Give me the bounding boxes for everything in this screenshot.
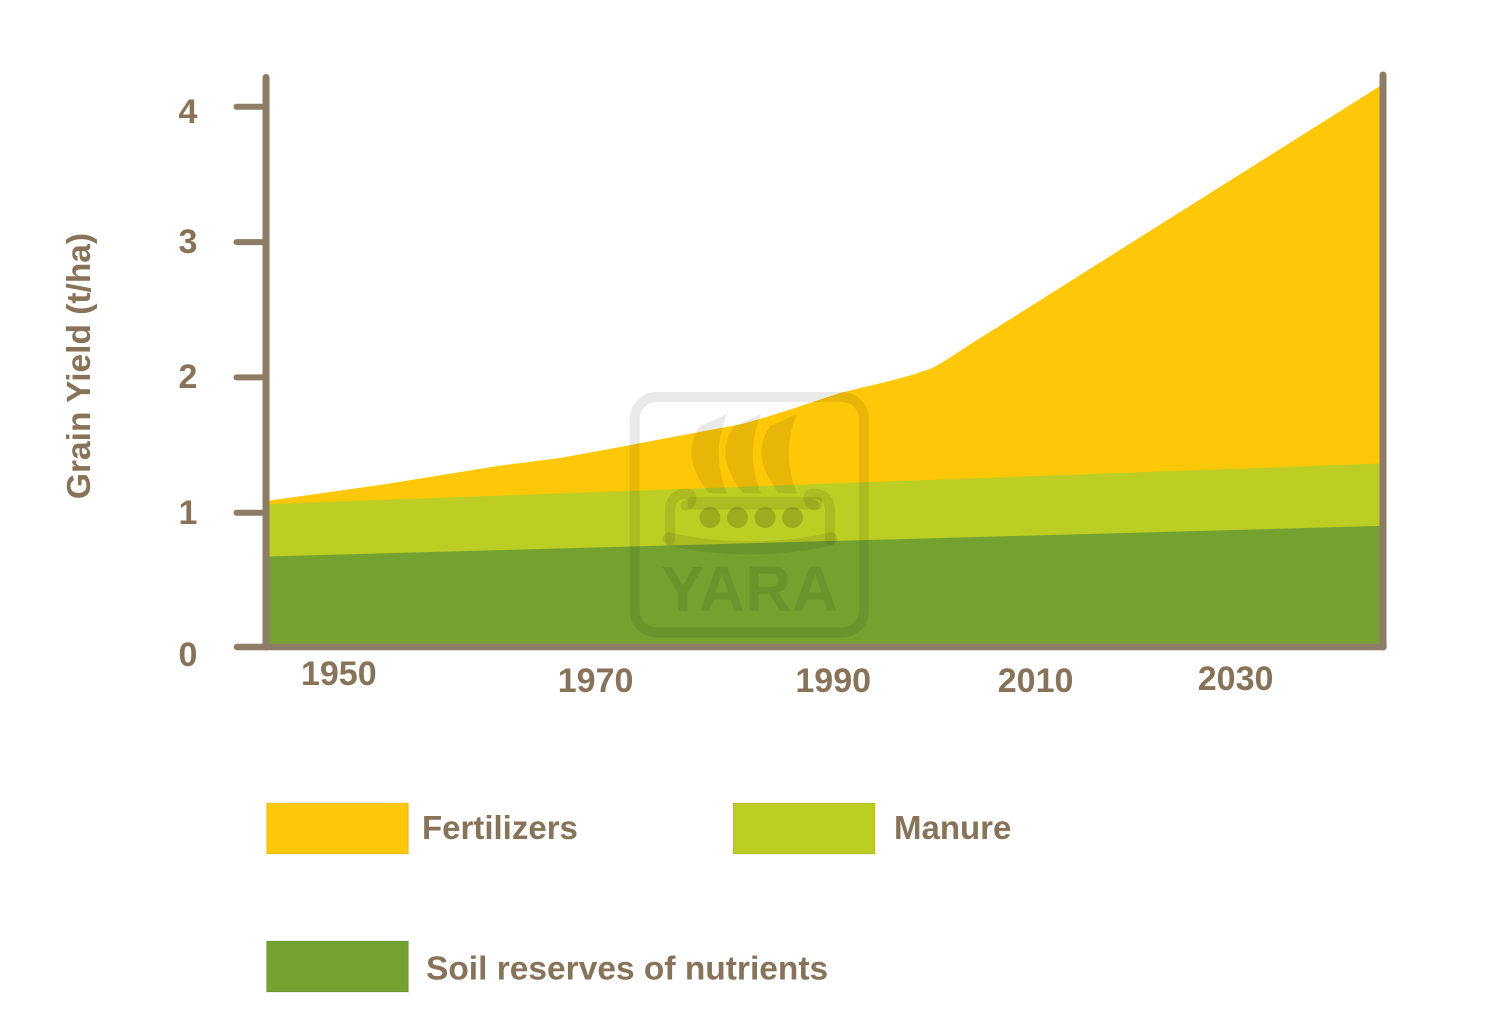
svg-text:Grain Yield (t/ha): Grain Yield (t/ha) xyxy=(61,233,98,499)
svg-text:1950: 1950 xyxy=(301,655,377,693)
svg-text:Soil reserves of nutrients: Soil reserves of nutrients xyxy=(426,951,828,988)
svg-text:1990: 1990 xyxy=(795,662,871,700)
svg-text:1970: 1970 xyxy=(558,662,634,700)
svg-text:1: 1 xyxy=(179,494,198,532)
svg-text:2010: 2010 xyxy=(998,662,1074,700)
svg-text:Fertilizers: Fertilizers xyxy=(422,809,578,846)
svg-text:0: 0 xyxy=(179,636,198,674)
svg-text:2: 2 xyxy=(179,358,198,396)
svg-text:2030: 2030 xyxy=(1198,660,1274,698)
svg-text:3: 3 xyxy=(179,223,198,261)
svg-text:4: 4 xyxy=(179,93,198,131)
svg-text:YARA: YARA xyxy=(661,553,838,625)
svg-text:Manure: Manure xyxy=(894,809,1011,846)
